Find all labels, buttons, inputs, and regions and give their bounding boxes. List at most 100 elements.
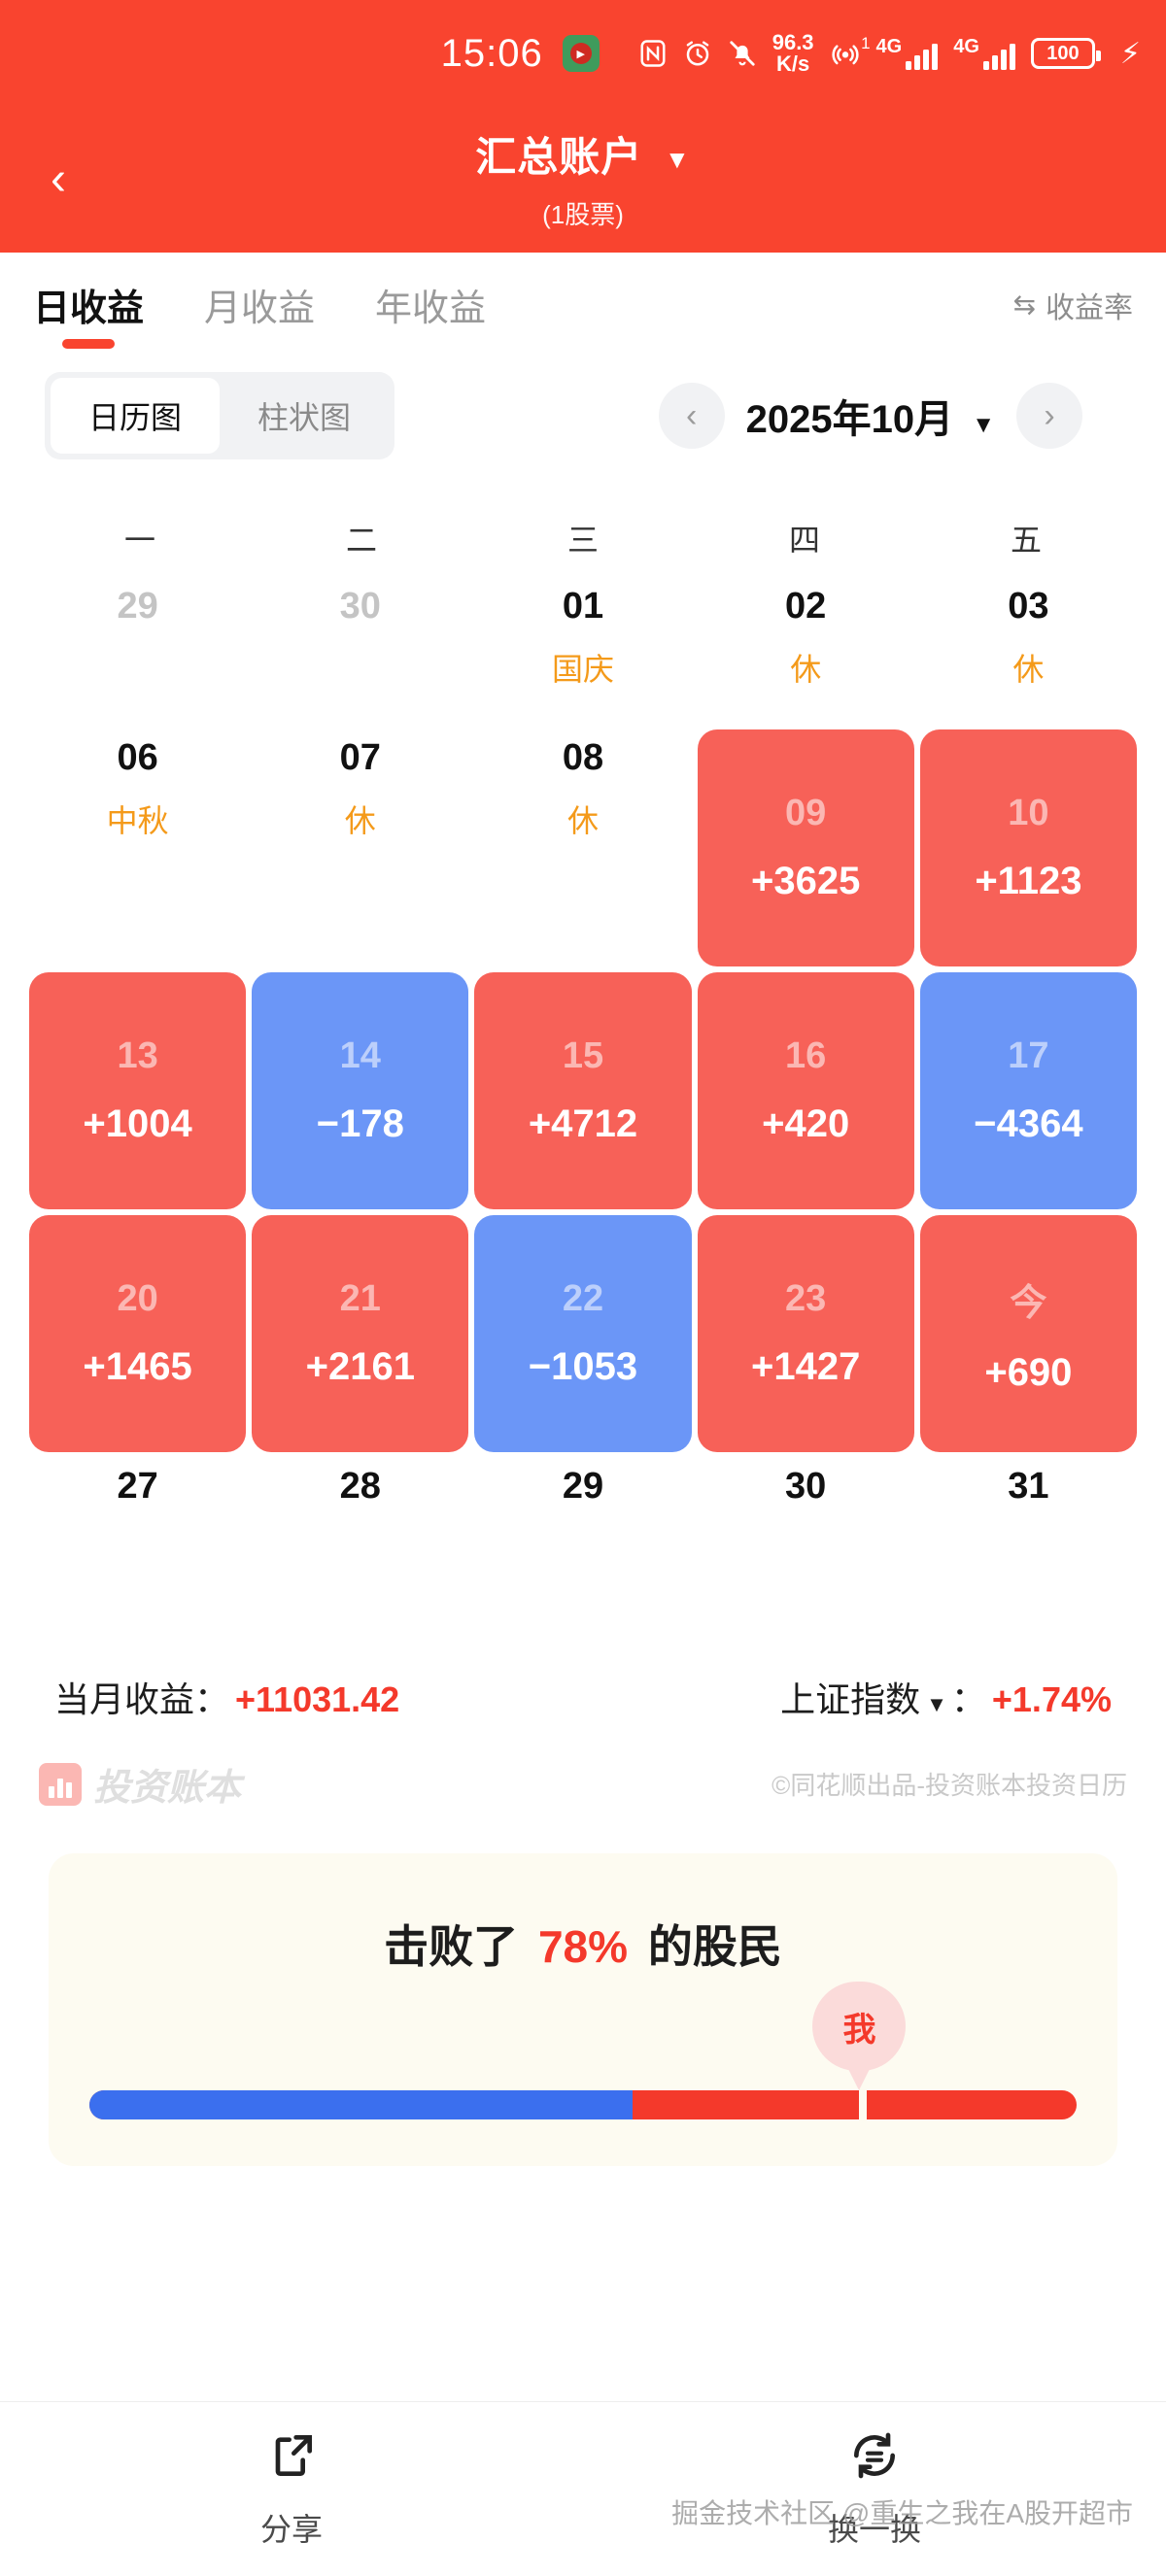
prev-month-button[interactable]: ‹ bbox=[658, 383, 725, 449]
weekday-fri: 五 bbox=[1010, 523, 1042, 558]
month-navigator: ‹ 2025年10月 ▼ › bbox=[658, 383, 1082, 449]
status-bar-clock: 15:06 bbox=[440, 31, 543, 75]
calendar-day-cell[interactable]: 02 休 bbox=[698, 578, 914, 724]
share-button[interactable]: 分享 bbox=[0, 2428, 583, 2550]
percentile-bar-blue bbox=[89, 2090, 633, 2119]
calendar-day-number: 07 bbox=[339, 737, 381, 778]
refresh-button[interactable]: 换一换 bbox=[583, 2428, 1166, 2550]
calendar-grid: 29 30 01 国庆 02 休 03 休 06 中秋 07 休 08 休 09 +3625 10 +1123 13… bbox=[29, 578, 1137, 1604]
calendar-day-holiday-tag: 休 bbox=[1012, 652, 1045, 687]
calendar-day-number: 27 bbox=[117, 1466, 158, 1507]
month-profit-label: 当月收益： bbox=[54, 1679, 230, 1719]
calendar-day-cell[interactable]: 23 +1427 bbox=[697, 1215, 914, 1452]
calendar-day-cell[interactable]: 03 休 bbox=[920, 578, 1137, 724]
calendar-day-number: 29 bbox=[562, 1466, 604, 1507]
charging-bolt-icon: ⚡ bbox=[1119, 37, 1141, 70]
calendar-day-number: 30 bbox=[339, 586, 381, 627]
month-label-text: 2025年10月 bbox=[745, 398, 954, 441]
calendar-day-profit: +1004 bbox=[83, 1102, 192, 1145]
signal-icon-1: 4G bbox=[876, 37, 939, 70]
weekday-thu: 四 bbox=[788, 523, 820, 558]
weekday-tue: 二 bbox=[345, 523, 377, 558]
calendar-day-cell[interactable]: 09 +3625 bbox=[697, 729, 914, 966]
calendar-day-profit: +2161 bbox=[305, 1345, 415, 1388]
calendar-day-cell[interactable]: 28 bbox=[252, 1458, 468, 1604]
tab-yearly[interactable]: 年收益 bbox=[375, 288, 487, 329]
calendar-day-number: 29 bbox=[117, 586, 158, 627]
month-profit: 当月收益： +11031.42 bbox=[54, 1672, 399, 1722]
signal-icon-2: 4G bbox=[953, 37, 1015, 70]
bell-muted-icon bbox=[728, 39, 757, 68]
calendar-day-profit: −178 bbox=[316, 1102, 404, 1145]
beat-headline: 击败了 78% 的股民 bbox=[89, 1912, 1077, 1976]
calendar-day-cell[interactable]: 31 bbox=[920, 1458, 1137, 1604]
calendar-day-number: 10 bbox=[1008, 793, 1049, 833]
percentile-bar-notch bbox=[859, 2090, 868, 2119]
header-center: 汇总账户 ▼ (1股票) bbox=[0, 107, 1166, 231]
back-button[interactable]: ‹ bbox=[51, 153, 66, 205]
calendar-day-number: 28 bbox=[339, 1466, 381, 1507]
brand-row: 投资账本 ©同花顺出品-投资账本投资日历 bbox=[0, 1722, 1166, 1811]
calendar-day-number: 23 bbox=[785, 1278, 827, 1319]
view-toggle: 日历图 柱状图 bbox=[45, 372, 394, 459]
account-subtitle: (1股票) bbox=[542, 200, 624, 229]
calendar-day-profit: +1123 bbox=[975, 860, 1082, 902]
calendar-day-cell[interactable]: 21 +2161 bbox=[252, 1215, 469, 1452]
calendar-day-cell[interactable]: 06 中秋 bbox=[29, 729, 246, 875]
calendar-day-cell[interactable]: 08 休 bbox=[474, 729, 691, 875]
calendar-day-number: 今 bbox=[1010, 1283, 1047, 1324]
calendar-day-cell[interactable]: 15 +4712 bbox=[474, 972, 692, 1209]
calendar-day-cell[interactable]: 14 −178 bbox=[252, 972, 469, 1209]
account-title[interactable]: 汇总账户 ▼ bbox=[0, 124, 1166, 184]
calendar-day-number: 14 bbox=[339, 1035, 381, 1076]
calendar-day-number: 01 bbox=[562, 586, 604, 627]
calendar-day-profit: −4364 bbox=[974, 1102, 1083, 1145]
calendar-day-cell[interactable]: 27 bbox=[29, 1458, 246, 1604]
alarm-icon bbox=[683, 39, 712, 68]
video-app-icon: ▶ bbox=[562, 35, 600, 72]
tab-monthly[interactable]: 月收益 bbox=[204, 288, 316, 329]
app-logo: 投资账本 bbox=[39, 1757, 241, 1811]
calendar-day-cell[interactable]: 13 +1004 bbox=[29, 972, 247, 1209]
calendar: 一 二 三 四 五 29 30 01 国庆 02 休 03 休 06 中秋 07 休 08 休 09 +362… bbox=[0, 459, 1166, 1604]
next-month-button[interactable]: › bbox=[1016, 383, 1082, 449]
return-rate-button[interactable]: ⇆ 收益率 bbox=[1013, 284, 1133, 346]
copyright-text: ©同花顺出品-投资账本投资日历 bbox=[772, 1771, 1127, 1800]
calendar-day-cell[interactable]: 30 bbox=[698, 1458, 914, 1604]
calendar-day-cell[interactable]: 16 +420 bbox=[697, 972, 914, 1209]
calendar-day-profit: +3625 bbox=[751, 860, 861, 902]
calendar-day-cell[interactable]: 22 −1053 bbox=[474, 1215, 692, 1452]
calendar-day-cell[interactable]: 17 −4364 bbox=[919, 972, 1137, 1209]
beat-percent: 78% bbox=[537, 1921, 629, 1972]
my-position-marker: 我 bbox=[812, 1982, 907, 2071]
index-value: +1.74% bbox=[991, 1679, 1112, 1719]
calendar-day-cell[interactable]: 29 bbox=[29, 578, 246, 724]
calendar-day-cell[interactable]: 07 休 bbox=[252, 729, 468, 875]
calendar-day-number: 22 bbox=[562, 1278, 604, 1319]
calendar-day-cell[interactable]: 20 +1465 bbox=[29, 1215, 247, 1452]
calendar-day-number: 09 bbox=[785, 793, 827, 833]
view-toggle-calendar[interactable]: 日历图 bbox=[51, 378, 220, 454]
calendar-day-profit: +420 bbox=[762, 1102, 850, 1145]
chevron-down-icon: ▼ bbox=[664, 145, 691, 175]
status-bar-icons: 96.3 K/s 1 4G 4G 100 ⚡ bbox=[638, 30, 1141, 76]
view-toggle-bar[interactable]: 柱状图 bbox=[257, 400, 351, 435]
calendar-day-cell[interactable]: 10 +1123 bbox=[919, 729, 1137, 966]
calendar-day-number: 03 bbox=[1008, 586, 1049, 627]
calendar-day-cell[interactable]: 30 bbox=[252, 578, 468, 724]
calendar-day-cell[interactable]: 29 bbox=[474, 1458, 691, 1604]
index-compare[interactable]: 上证指数 ▼： +1.74% bbox=[780, 1672, 1112, 1722]
month-selector[interactable]: 2025年10月 ▼ bbox=[746, 388, 995, 444]
share-label: 分享 bbox=[259, 2512, 323, 2547]
battery-icon: 100 bbox=[1030, 38, 1101, 69]
weekday-wed: 三 bbox=[566, 523, 599, 558]
tab-daily[interactable]: 日收益 bbox=[33, 278, 144, 351]
network-speed-unit: K/s bbox=[776, 51, 810, 76]
calendar-day-cell[interactable]: 今 +690 bbox=[919, 1215, 1137, 1452]
calendar-day-number: 30 bbox=[785, 1466, 827, 1507]
network-speed-value: 96.3 bbox=[772, 30, 814, 55]
index-colon: ： bbox=[950, 1679, 986, 1719]
calendar-day-holiday-tag: 休 bbox=[344, 803, 376, 838]
calendar-day-holiday-tag: 休 bbox=[566, 803, 599, 838]
calendar-day-cell[interactable]: 01 国庆 bbox=[474, 578, 691, 724]
